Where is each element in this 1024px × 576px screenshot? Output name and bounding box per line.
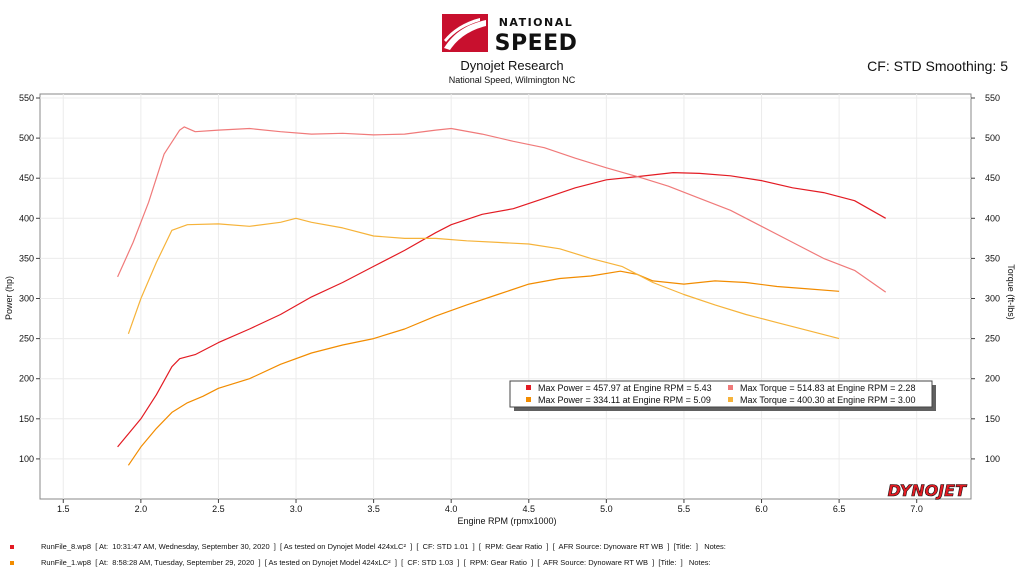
y-tick-label-right: 550 xyxy=(985,93,1000,103)
x-tick-label: 6.0 xyxy=(755,504,768,514)
y-tick-label-right: 400 xyxy=(985,213,1000,223)
series-group xyxy=(117,126,887,466)
grid-lines xyxy=(40,94,971,499)
y-tick-label-left: 400 xyxy=(19,213,34,223)
y-axis-left: 550 500 450 400 350 300 250 200 150 100 xyxy=(19,93,40,464)
x-tick-label: 6.5 xyxy=(833,504,846,514)
legend-swatch-4 xyxy=(728,397,733,402)
x-axis-title: Engine RPM (rpmx1000) xyxy=(457,516,556,526)
x-tick-label: 4.5 xyxy=(523,504,536,514)
y-tick-label-right: 300 xyxy=(985,294,1000,304)
plot-area xyxy=(39,93,972,500)
y-tick-label-left: 200 xyxy=(19,374,34,384)
y-tick-label-left: 350 xyxy=(19,253,34,263)
y-tick-label-left: 250 xyxy=(19,334,34,344)
legend-entry-1: Max Power = 457.97 at Engine RPM = 5.43 xyxy=(538,383,712,393)
series-line-3-power xyxy=(127,270,840,466)
x-tick-label: 5.0 xyxy=(600,504,613,514)
y-tick-label-left: 300 xyxy=(19,294,34,304)
run-info-2: RunFile_1.wp8 [ At: 8:58:28 AM, Tuesday,… xyxy=(10,558,711,567)
logo-text-top: NATIONAL xyxy=(499,16,574,29)
x-tick-label: 2.0 xyxy=(135,504,148,514)
dyno-chart: 550 500 450 400 350 300 250 200 150 100 550 500 450… xyxy=(4,93,1016,526)
y-tick-label-right: 450 xyxy=(985,173,1000,183)
legend: Max Power = 457.97 at Engine RPM = 5.43 … xyxy=(509,380,936,411)
x-tick-label: 7.0 xyxy=(910,504,923,514)
y-tick-label-right: 150 xyxy=(985,414,1000,424)
y-axis-right-title: Torque (ft-lbs) xyxy=(1006,264,1016,320)
correction-factor-label: CF: STD Smoothing: 5 xyxy=(867,58,1008,74)
y-tick-label-left: 100 xyxy=(19,454,34,464)
x-tick-label: 4.0 xyxy=(445,504,458,514)
series-line-2-torque xyxy=(117,126,887,293)
run-1-marker xyxy=(10,545,14,550)
y-axis-right: 550 500 450 400 350 300 250 200 150 100 xyxy=(971,93,1000,464)
x-tick-label: 3.5 xyxy=(367,504,380,514)
series-line-1-power xyxy=(117,172,886,448)
x-tick-label: 1.5 xyxy=(57,504,70,514)
y-axis-left-title: Power (hp) xyxy=(4,276,14,320)
y-tick-label-left: 150 xyxy=(19,414,34,424)
legend-swatch-3 xyxy=(526,397,531,402)
chart-title: Dynojet Research xyxy=(460,58,564,73)
run-info-1-text: RunFile_8.wp8 [ At: 10:31:47 AM, Wednesd… xyxy=(41,542,726,551)
legend-swatch-2 xyxy=(728,385,733,390)
legend-entry-4: Max Torque = 400.30 at Engine RPM = 3.00 xyxy=(740,395,915,405)
chart-subtitle: National Speed, Wilmington NC xyxy=(448,75,576,85)
legend-swatch-1 xyxy=(526,385,531,390)
x-tick-label: 2.5 xyxy=(212,504,225,514)
logo-swoosh-icon xyxy=(442,14,488,52)
y-tick-label-left: 500 xyxy=(19,133,34,143)
logo-text-bottom: SPEED xyxy=(495,31,578,54)
y-tick-label-right: 100 xyxy=(985,454,1000,464)
x-tick-label: 3.0 xyxy=(290,504,303,514)
y-tick-label-right: 500 xyxy=(985,133,1000,143)
run-2-marker xyxy=(10,561,14,566)
y-tick-label-right: 200 xyxy=(985,374,1000,384)
y-tick-label-right: 350 xyxy=(985,253,1000,263)
x-axis: 1.5 2.0 2.5 3.0 3.5 4.0 4.5 5.0 5.5 6.0 6.5 7.0 xyxy=(57,499,923,514)
y-tick-label-left: 450 xyxy=(19,173,34,183)
run-info-2-text: RunFile_1.wp8 [ At: 8:58:28 AM, Tuesday,… xyxy=(41,558,711,567)
run-info-1: RunFile_8.wp8 [ At: 10:31:47 AM, Wednesd… xyxy=(10,542,726,551)
dynojet-watermark: DYNOJET xyxy=(888,481,968,500)
series-line-4-torque xyxy=(127,217,840,340)
legend-entry-3: Max Power = 334.11 at Engine RPM = 5.09 xyxy=(538,395,711,405)
x-tick-label: 5.5 xyxy=(678,504,691,514)
y-tick-label-left: 550 xyxy=(19,93,34,103)
national-speed-logo: NATIONAL SPEED xyxy=(442,14,578,54)
y-tick-label-right: 250 xyxy=(985,334,1000,344)
legend-entry-2: Max Torque = 514.83 at Engine RPM = 2.28 xyxy=(740,383,915,393)
